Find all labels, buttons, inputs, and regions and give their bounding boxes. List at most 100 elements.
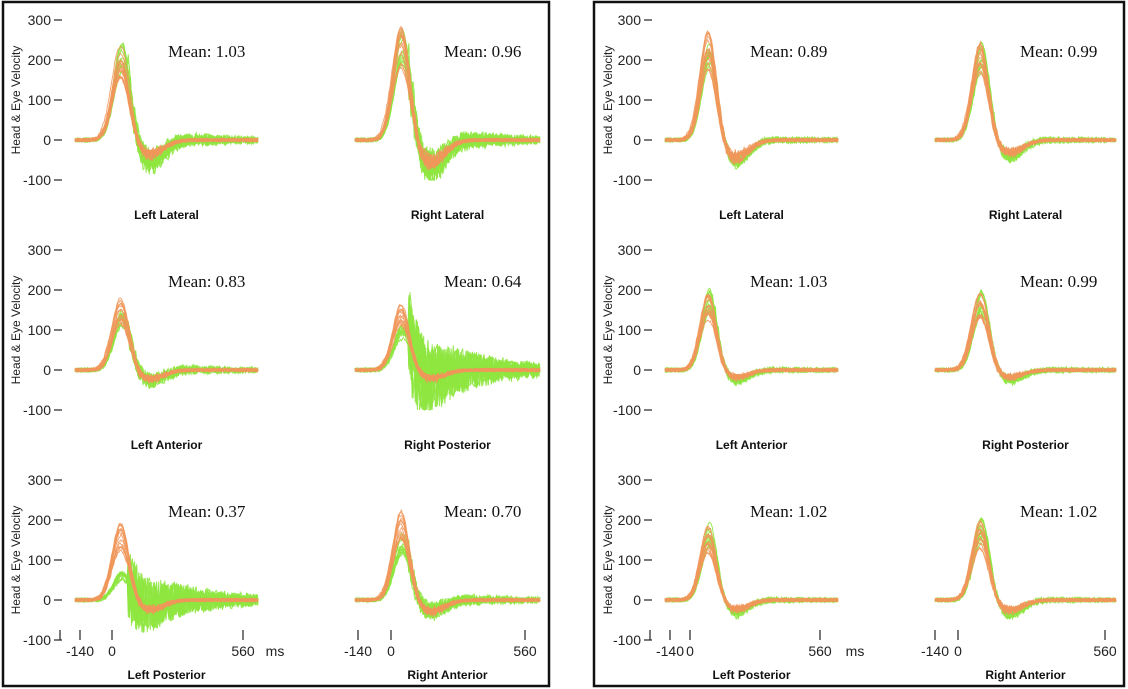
y-axis-label: Head & Eye Velocity <box>9 276 23 385</box>
gain-mean-label: Mean: 1.02 <box>750 502 827 521</box>
y-tick-label: 200 <box>618 52 642 68</box>
y-tick-label: 0 <box>633 592 641 608</box>
panel-right-posterior: Mean: 0.64 Right Posterior <box>354 272 541 452</box>
gain-mean-label: Mean: 0.64 <box>444 272 522 291</box>
head-velocity-trace <box>664 294 839 382</box>
gain-mean-label: Mean: 1.03 <box>750 272 827 291</box>
head-velocity-trace <box>664 50 839 162</box>
canal-label: Right Posterior <box>404 438 491 452</box>
y-axis-label: Head & Eye Velocity <box>9 46 23 155</box>
canal-label: Right Anterior <box>985 668 1066 682</box>
y-tick-label: 300 <box>28 12 52 28</box>
panel-right-anterior: Mean: 0.70 Right Anterior <box>354 502 541 682</box>
head-velocity-trace <box>74 546 259 612</box>
panel-left-lateral: Mean: 1.03 Left Lateral <box>74 41 259 222</box>
figure-left-frame <box>1 0 551 688</box>
panel-right-lateral: Mean: 0.96 Right Lateral <box>354 26 541 222</box>
x-tick-label: 0 <box>954 643 962 659</box>
head-velocity-trace <box>354 26 541 171</box>
head-velocity-trace <box>74 302 259 382</box>
y-tick-label: -100 <box>613 402 641 418</box>
y-tick-label: 100 <box>28 92 52 108</box>
head-velocity-trace <box>665 547 839 609</box>
y-tick-label: 300 <box>28 472 52 488</box>
head-velocity-trace <box>354 63 541 161</box>
canal-label: Left Lateral <box>719 208 784 222</box>
canal-label: Left Lateral <box>134 208 199 222</box>
head-velocity-trace <box>934 542 1117 611</box>
canal-label: Left Posterior <box>127 668 205 682</box>
x-tick-label: -140 <box>921 643 949 659</box>
gain-mean-label: Mean: 1.03 <box>168 42 245 61</box>
y-tick-label: 0 <box>633 132 641 148</box>
canal-label: Right Lateral <box>989 208 1062 222</box>
y-tick-label: 300 <box>618 472 642 488</box>
panel-left-posterior: Mean: 1.02 Left Posterior <box>664 502 839 682</box>
panel-right-lateral: Mean: 0.99 Right Lateral <box>934 40 1117 222</box>
eye-velocity-trace <box>74 59 259 171</box>
y-tick-label: 100 <box>618 92 642 108</box>
canal-label: Left Anterior <box>716 438 788 452</box>
figure-left: 300 200 100 0 -100 Head & Eye Velocity Mean: 1… <box>1 0 551 688</box>
x-tick-label: -140 <box>344 643 372 659</box>
x-tick-label: ms <box>846 643 865 659</box>
gain-mean-label: Mean: 0.83 <box>168 272 245 291</box>
gain-mean-label: Mean: 0.99 <box>1020 42 1097 61</box>
gain-mean-label: Mean: 0.96 <box>444 42 521 61</box>
canal-label: Right Anterior <box>407 668 488 682</box>
y-tick-label: 300 <box>28 242 52 258</box>
head-velocity-trace <box>664 47 839 163</box>
head-velocity-trace <box>934 51 1117 156</box>
panel-left-lateral: Mean: 0.89 Left Lateral <box>664 30 839 222</box>
gain-mean-label: Mean: 0.99 <box>1020 272 1097 291</box>
y-tick-label: 100 <box>28 322 52 338</box>
y-tick-label: 0 <box>43 362 51 378</box>
y-tick-label: 200 <box>28 512 52 528</box>
head-velocity-trace <box>74 62 259 158</box>
x-tick-label: 0 <box>686 643 694 659</box>
y-tick-label: 0 <box>633 362 641 378</box>
head-velocity-trace <box>664 48 839 161</box>
y-tick-label: 200 <box>28 282 52 298</box>
y-tick-label: -100 <box>23 632 51 648</box>
figure-right: 300 200 100 0 -100 Head & Eye Velocity Mean: 0… <box>592 0 1126 688</box>
head-velocity-trace <box>934 315 1117 379</box>
x-tick-label: 0 <box>108 643 116 659</box>
x-tick-label: -140 <box>656 643 684 659</box>
y-axis-label: Head & Eye Velocity <box>601 506 615 615</box>
panel-left-anterior: Mean: 0.83 Left Anterior <box>74 272 259 452</box>
x-tick-label: 560 <box>1093 643 1117 659</box>
y-tick-label: 200 <box>618 512 642 528</box>
y-tick-label: 300 <box>618 242 642 258</box>
y-tick-label: 100 <box>618 322 642 338</box>
head-velocity-trace <box>664 311 839 379</box>
figure-right-frame <box>592 0 1126 688</box>
y-axis-label: Head & Eye Velocity <box>601 46 615 155</box>
y-tick-label: -100 <box>613 632 641 648</box>
y-tick-label: -100 <box>23 172 51 188</box>
y-tick-label: 100 <box>28 552 52 568</box>
panel-left-anterior: Mean: 1.03 Left Anterior <box>664 272 839 452</box>
panel-right-anterior: Mean: 1.02 Right Anterior <box>934 502 1117 682</box>
panel-left-posterior: Mean: 0.37 Left Posterior <box>74 502 259 682</box>
gain-mean-label: Mean: 0.37 <box>168 502 246 521</box>
canal-label: Left Posterior <box>712 668 790 682</box>
head-velocity-trace <box>354 308 541 383</box>
gain-mean-label: Mean: 0.89 <box>750 42 827 61</box>
y-tick-label: 200 <box>28 52 52 68</box>
y-axis-label: Head & Eye Velocity <box>601 276 615 385</box>
gain-mean-label: Mean: 0.70 <box>444 502 521 521</box>
y-tick-label: 300 <box>618 12 642 28</box>
y-tick-label: -100 <box>613 172 641 188</box>
x-tick-label: 560 <box>808 643 832 659</box>
panel-right-posterior: Mean: 0.99 Right Posterior <box>934 272 1117 452</box>
y-tick-label: 0 <box>43 592 51 608</box>
head-velocity-trace <box>354 535 541 613</box>
x-tick-label: 0 <box>387 643 395 659</box>
gain-mean-label: Mean: 1.02 <box>1020 502 1097 521</box>
canal-label: Left Anterior <box>131 438 203 452</box>
y-axis-label: Head & Eye Velocity <box>9 506 23 615</box>
head-velocity-trace <box>664 55 839 161</box>
x-tick-label: 560 <box>231 643 255 659</box>
